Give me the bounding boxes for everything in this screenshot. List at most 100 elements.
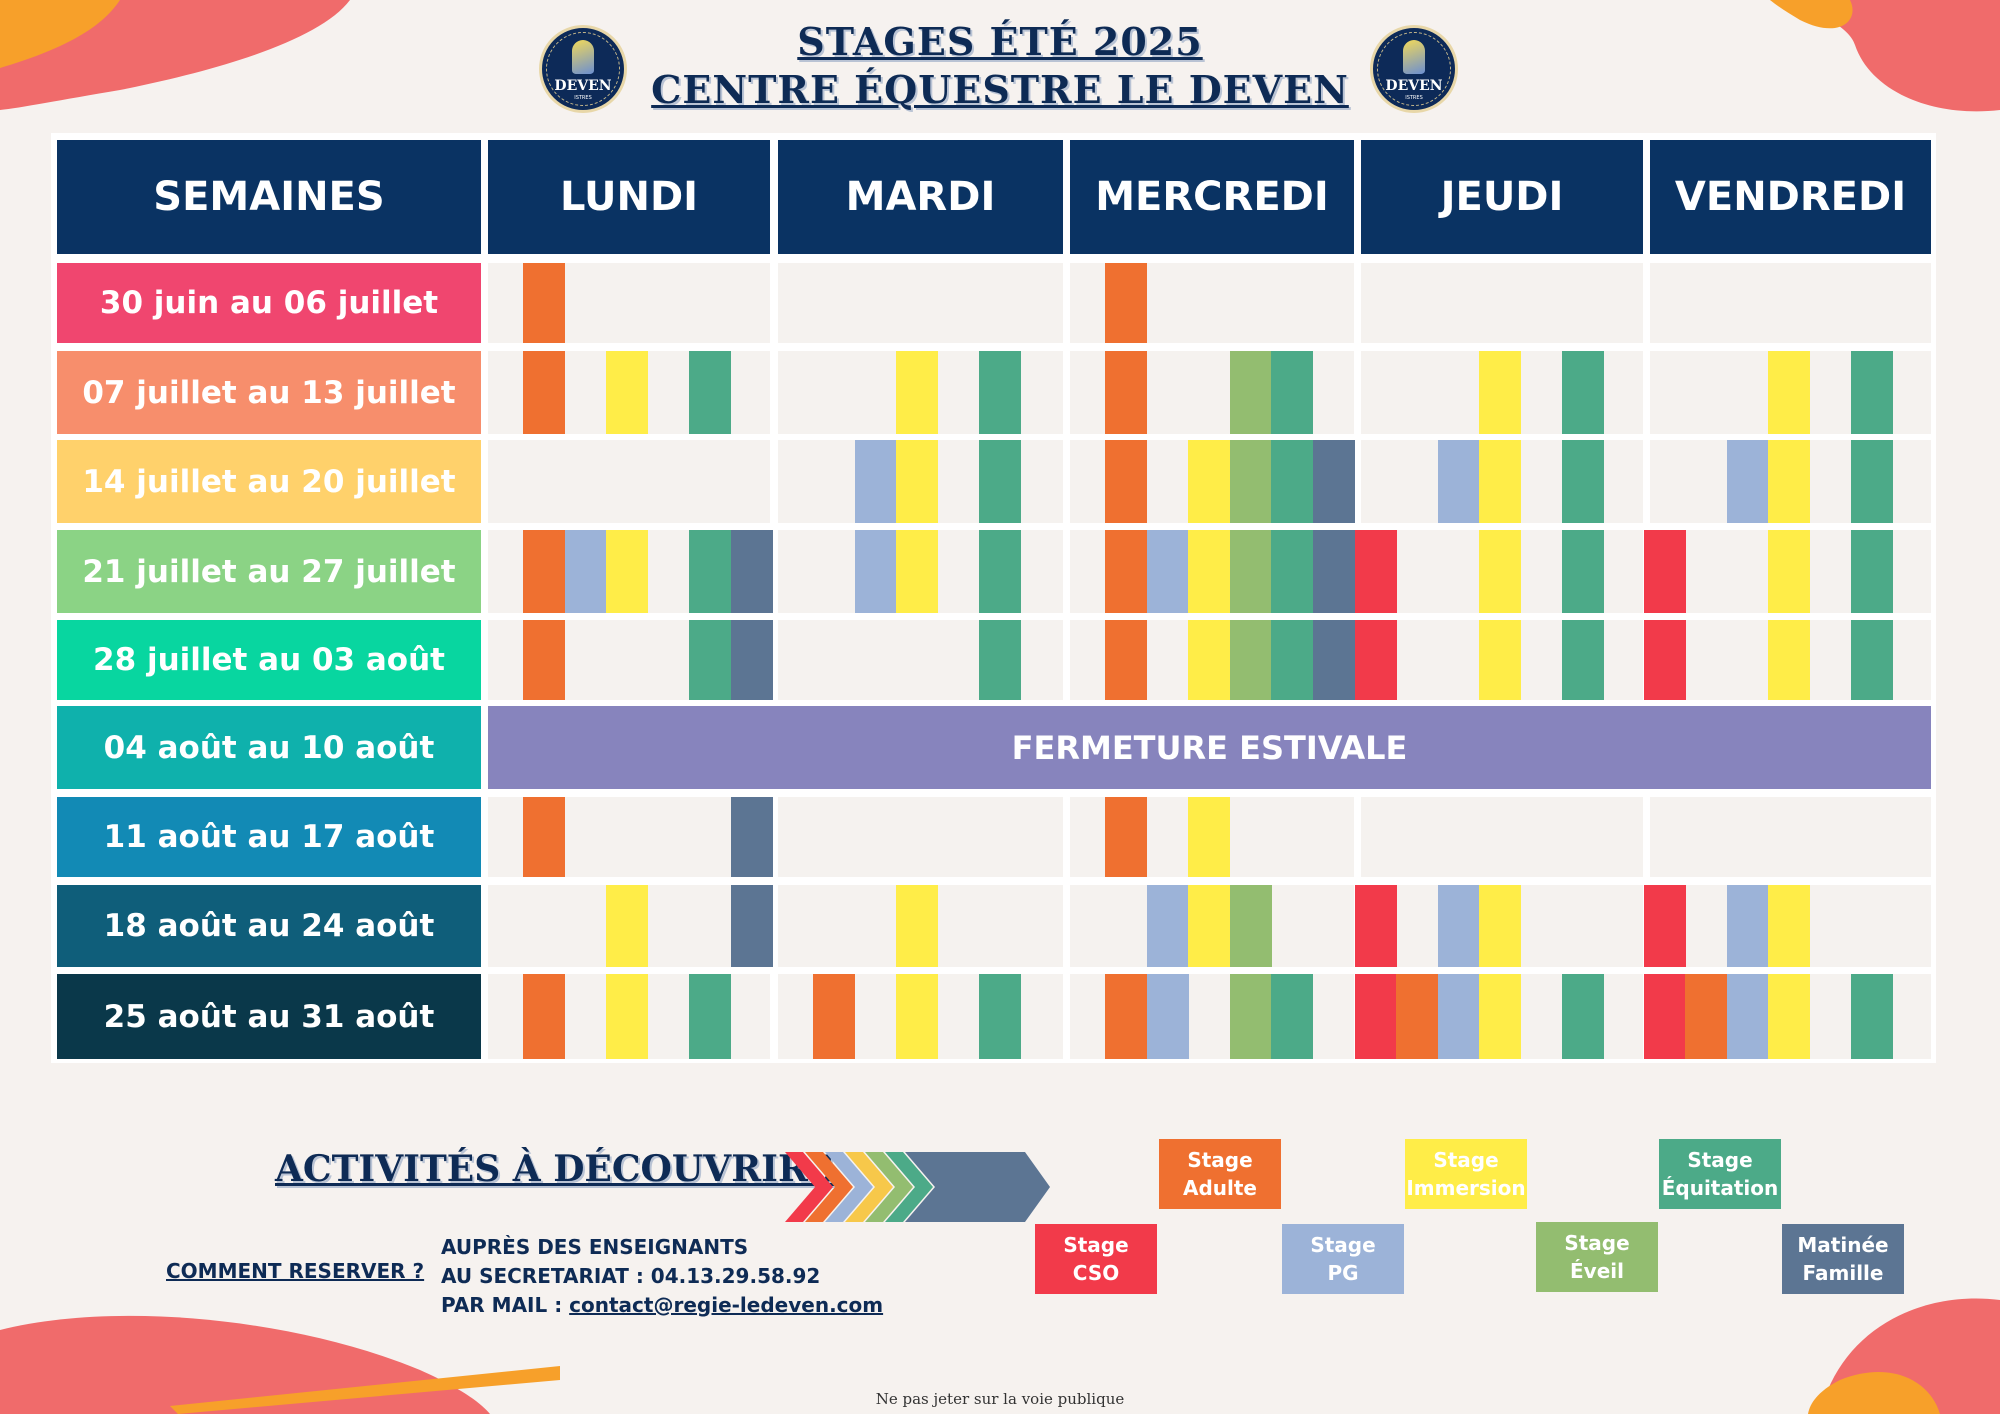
- legend-adulte-label: Stage Adulte: [1182, 1148, 1257, 1200]
- day-cell: [778, 797, 1063, 877]
- activity-block-equitation: [979, 530, 1021, 613]
- activity-block-equitation: [1271, 530, 1313, 613]
- how-to-book-label: COMMENT RESERVER ?: [166, 1259, 425, 1283]
- day-cell: [1643, 530, 1931, 613]
- legend-equitation: Stage Équitation: [1659, 1139, 1781, 1209]
- week-label: 28 juillet au 03 août: [57, 620, 481, 700]
- day-cell: [488, 263, 770, 343]
- booking-line-mail: PAR MAIL : contact@regie-ledeven.com: [441, 1291, 883, 1320]
- week-label: 25 août au 31 août: [57, 974, 481, 1059]
- day-cell: [1643, 620, 1931, 700]
- header-day-2: MERCREDI: [1070, 140, 1354, 254]
- activity-block-immersion: [1768, 620, 1810, 700]
- activity-block-immersion: [1479, 620, 1521, 700]
- day-cell: [778, 263, 1063, 343]
- day-cell: [1354, 530, 1643, 613]
- booking-info: AUPRÈS DES ENSEIGNANTS AU SECRETARIAT : …: [441, 1233, 883, 1320]
- day-cell: [1354, 885, 1643, 967]
- activity-block-eveil: [1229, 620, 1272, 700]
- activity-block-immersion: [1188, 797, 1230, 877]
- activity-block-famille: [1312, 620, 1355, 700]
- activity-block-cso: [1643, 620, 1686, 700]
- activity-block-immersion: [1768, 885, 1810, 967]
- activity-block-equitation: [1562, 974, 1604, 1059]
- day-cell: [488, 885, 773, 967]
- week-label: 04 août au 10 août: [57, 706, 481, 789]
- activity-block-famille: [730, 620, 773, 700]
- activity-block-immersion: [1768, 351, 1810, 434]
- day-cell: [1361, 263, 1643, 343]
- activity-block-equitation: [1851, 530, 1893, 613]
- week-label: 11 août au 17 août: [57, 797, 481, 877]
- legend-equitation-label: Stage Équitation: [1661, 1148, 1779, 1200]
- legend-adulte: Stage Adulte: [1159, 1139, 1281, 1209]
- activity-block-pg: [1726, 974, 1769, 1059]
- activity-block-cso: [1643, 530, 1686, 613]
- top-right-decoration: [1770, 0, 2000, 112]
- legend-cso: Stage CSO: [1035, 1224, 1157, 1294]
- activity-block-adulte: [1105, 263, 1147, 343]
- day-cell: [1354, 974, 1643, 1059]
- bottom-right-decoration: [1808, 1298, 2000, 1414]
- activity-block-immersion: [1479, 440, 1521, 523]
- day-cell: [1070, 797, 1354, 877]
- deven-logo-left: DEVEN ISTRES: [539, 25, 627, 113]
- day-cell: [1070, 351, 1354, 434]
- chevron-arrow-icon: [785, 1152, 1050, 1222]
- activity-block-adulte: [1685, 974, 1727, 1059]
- bottom-left-decoration: [0, 1315, 560, 1414]
- day-cell: [1070, 263, 1354, 343]
- activity-block-pg: [1146, 974, 1189, 1059]
- day-cell: [1070, 440, 1355, 523]
- activity-block-pg: [1437, 974, 1480, 1059]
- activity-block-adulte: [523, 263, 565, 343]
- activity-block-immersion: [896, 530, 938, 613]
- activity-block-famille: [730, 530, 773, 613]
- activity-block-adulte: [1105, 530, 1147, 613]
- activity-block-immersion: [1188, 885, 1230, 967]
- logo-ring: [546, 32, 620, 106]
- day-cell: [1643, 974, 1931, 1059]
- activity-block-pg: [854, 530, 897, 613]
- activity-block-equitation: [1851, 440, 1893, 523]
- activity-block-pg: [854, 440, 897, 523]
- booking-line-phone: AU SECRETARIAT : 04.13.29.58.92: [441, 1264, 821, 1288]
- day-cell: [778, 530, 1063, 613]
- legend-eveil: Stage Éveil: [1536, 1222, 1658, 1292]
- day-cell: [1643, 885, 1931, 967]
- activity-block-equitation: [1271, 351, 1313, 434]
- activity-block-immersion: [1188, 530, 1230, 613]
- activity-block-equitation: [689, 974, 731, 1059]
- activity-block-pg: [1146, 530, 1189, 613]
- logo-text: DEVEN: [1385, 78, 1443, 94]
- activity-block-immersion: [1479, 351, 1521, 434]
- activity-block-cso: [1354, 530, 1397, 613]
- activity-block-pg: [1437, 440, 1480, 523]
- activity-block-equitation: [1851, 974, 1893, 1059]
- header-semaines: SEMAINES: [57, 140, 481, 254]
- day-cell: [1650, 351, 1931, 434]
- footer-note: Ne pas jeter sur la voie publique: [875, 1390, 1125, 1408]
- mail-prefix: PAR MAIL :: [441, 1293, 570, 1317]
- booking-line-teachers: AUPRÈS DES ENSEIGNANTS: [441, 1235, 749, 1259]
- activity-block-adulte: [1105, 440, 1147, 523]
- logo-ring: [1377, 32, 1451, 106]
- header-day-1: MARDI: [778, 140, 1063, 254]
- legend-famille-label: Matinée Famille: [1797, 1233, 1889, 1285]
- activity-block-adulte: [1105, 620, 1147, 700]
- activity-block-pg: [1146, 885, 1189, 967]
- activity-block-equitation: [979, 440, 1021, 523]
- activity-block-adulte: [523, 797, 565, 877]
- activity-block-immersion: [896, 885, 938, 967]
- activity-block-immersion: [1768, 530, 1810, 613]
- activity-block-famille: [730, 885, 773, 967]
- legend-pg-label: Stage PG: [1310, 1233, 1376, 1285]
- day-cell: [1070, 620, 1355, 700]
- activity-block-immersion: [896, 351, 938, 434]
- email-link[interactable]: contact@regie-ledeven.com: [569, 1293, 884, 1317]
- activity-block-adulte: [1105, 974, 1147, 1059]
- activity-block-cso: [1354, 974, 1397, 1059]
- activity-block-adulte: [523, 530, 565, 613]
- activity-block-adulte: [523, 351, 565, 434]
- day-cell: [488, 530, 773, 613]
